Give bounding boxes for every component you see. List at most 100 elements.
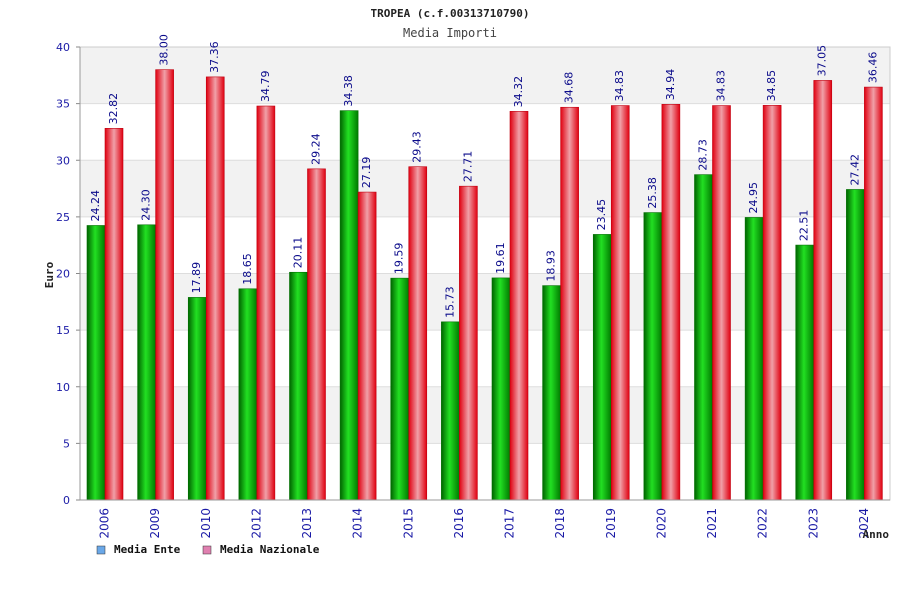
legend-label-media-ente: Media Ente — [114, 543, 181, 556]
bar-media-nazionale-2023 — [813, 80, 833, 501]
bar-media-ente-2010 — [187, 297, 207, 501]
y-tick-label: 30 — [56, 154, 70, 167]
x-tick-label: 2006 — [98, 508, 112, 539]
bar-media-nazionale-2015 — [408, 166, 428, 501]
bar-media-ente-2017 — [491, 277, 511, 501]
x-tick-label: 2022 — [756, 508, 770, 539]
data-label-media-ente-2022: 24.95 — [747, 182, 760, 214]
data-label-media-nazionale-2022: 34.85 — [765, 70, 778, 102]
y-axis-title: Euro — [43, 261, 56, 288]
data-label-media-nazionale-2020: 34.94 — [664, 69, 677, 101]
data-label-media-ente-2012: 18.65 — [241, 253, 254, 285]
bars — [86, 69, 883, 501]
bar-media-ente-2009 — [137, 224, 156, 501]
x-tick-label: 2009 — [148, 508, 162, 539]
y-tick-label: 0 — [63, 494, 70, 507]
data-label-media-nazionale-2018: 34.68 — [563, 72, 576, 104]
data-label-media-ente-2015: 19.59 — [393, 243, 406, 275]
legend-swatch-media-ente — [96, 545, 106, 555]
data-label-media-nazionale-2013: 29.24 — [310, 133, 323, 165]
data-label-media-ente-2024: 27.42 — [848, 154, 861, 186]
x-tick-label: 2016 — [452, 508, 466, 539]
bar-media-ente-2014 — [339, 110, 359, 501]
chart-subtitle: Media Importi — [403, 26, 497, 40]
bar-media-ente-2018 — [542, 285, 561, 501]
x-axis: 2006 2009 2010 2012 2013 2014 2015 2016 2017 2018… — [80, 499, 890, 539]
legend-label-media-nazionale: Media Nazionale — [220, 543, 320, 556]
chart-title: TROPEA (c.f.00313710790) — [371, 7, 530, 20]
x-tick-label: 2019 — [604, 508, 618, 539]
bar-media-nazionale-2012 — [256, 105, 276, 501]
bar-media-ente-2019 — [592, 234, 612, 501]
bar-media-nazionale-2016 — [459, 185, 478, 501]
data-label-media-nazionale-2016: 27.71 — [461, 151, 474, 183]
x-tick-label: 2012 — [249, 508, 263, 539]
bar-media-ente-2024 — [846, 189, 865, 501]
x-tick-label: 2018 — [553, 508, 567, 539]
bar-media-nazionale-2020 — [661, 104, 681, 501]
bar-media-ente-2012 — [238, 288, 258, 501]
data-label-media-nazionale-2024: 36.46 — [866, 52, 879, 84]
x-tick-label: 2021 — [705, 508, 719, 539]
x-tick-label: 2017 — [503, 508, 517, 539]
data-label-media-ente-2013: 20.11 — [292, 237, 305, 269]
data-label-media-ente-2018: 18.93 — [545, 250, 558, 282]
bar-media-ente-2015 — [390, 277, 410, 501]
legend-item-media-nazionale: Media Nazionale — [202, 543, 320, 556]
bar-media-nazionale-2021 — [712, 105, 731, 501]
x-tick-label: 2023 — [806, 508, 820, 539]
bar-media-nazionale-2009 — [155, 69, 174, 501]
data-label-media-ente-2010: 17.89 — [190, 262, 203, 294]
y-tick-label: 10 — [56, 381, 70, 394]
data-label-media-ente-2014: 34.38 — [342, 75, 355, 107]
x-tick-label: 2024 — [857, 508, 871, 539]
y-tick-label: 5 — [63, 437, 70, 450]
x-axis-title: Anno — [863, 528, 890, 541]
data-label-media-nazionale-2017: 34.32 — [512, 76, 525, 108]
x-tick-label: 2015 — [401, 508, 415, 539]
bar-media-ente-2006 — [86, 225, 106, 501]
y-tick-label: 35 — [56, 98, 70, 111]
data-label-media-nazionale-2012: 34.79 — [259, 71, 272, 103]
y-tick-label: 25 — [56, 211, 70, 224]
x-tick-label: 2020 — [654, 508, 668, 539]
legend: Media Ente Media Nazionale — [96, 543, 320, 556]
value-labels: 24.24 32.82 24.30 38.00 17.89 37.36 18.65 34.79… — [89, 34, 879, 318]
bar-media-nazionale-2018 — [560, 106, 579, 501]
bar-media-ente-2020 — [643, 212, 663, 501]
bar-media-ente-2023 — [795, 244, 815, 501]
data-label-media-ente-2009: 24.30 — [140, 189, 153, 221]
data-label-media-ente-2016: 15.73 — [443, 286, 456, 318]
data-label-media-nazionale-2015: 29.43 — [411, 131, 424, 163]
x-tick-label: 2014 — [351, 508, 365, 539]
data-label-media-ente-2017: 19.61 — [494, 242, 507, 274]
bar-media-nazionale-2019 — [610, 105, 630, 501]
x-tick-label: 2013 — [300, 508, 314, 539]
data-label-media-nazionale-2019: 34.83 — [613, 70, 626, 102]
y-tick-label: 40 — [56, 41, 70, 54]
bar-media-ente-2021 — [694, 174, 713, 501]
bar-media-ente-2022 — [744, 217, 764, 501]
data-label-media-nazionale-2021: 34.83 — [715, 70, 728, 102]
bar-media-nazionale-2013 — [307, 168, 326, 501]
bar-media-ente-2016 — [441, 321, 460, 501]
bar-media-nazionale-2006 — [104, 128, 124, 501]
bar-media-nazionale-2024 — [864, 86, 883, 501]
data-label-media-ente-2020: 25.38 — [646, 177, 659, 209]
data-label-media-ente-2006: 24.24 — [89, 190, 102, 222]
y-axis: 0 5 10 15 20 25 30 35 40 — [56, 41, 81, 507]
y-tick-label: 15 — [56, 324, 70, 337]
bar-media-ente-2013 — [289, 271, 308, 501]
legend-item-media-ente: Media Ente — [96, 543, 181, 556]
x-tick-label: 2010 — [199, 508, 213, 539]
data-label-media-nazionale-2023: 37.05 — [816, 45, 829, 77]
data-label-media-nazionale-2009: 38.00 — [158, 34, 171, 66]
bar-media-nazionale-2010 — [205, 76, 225, 501]
y-tick-label: 20 — [56, 268, 70, 281]
bar-media-nazionale-2022 — [762, 105, 782, 501]
data-label-media-ente-2019: 23.45 — [595, 199, 608, 231]
data-label-media-nazionale-2010: 37.36 — [208, 41, 221, 73]
data-label-media-ente-2021: 28.73 — [697, 139, 710, 171]
data-label-media-nazionale-2006: 32.82 — [107, 93, 120, 125]
